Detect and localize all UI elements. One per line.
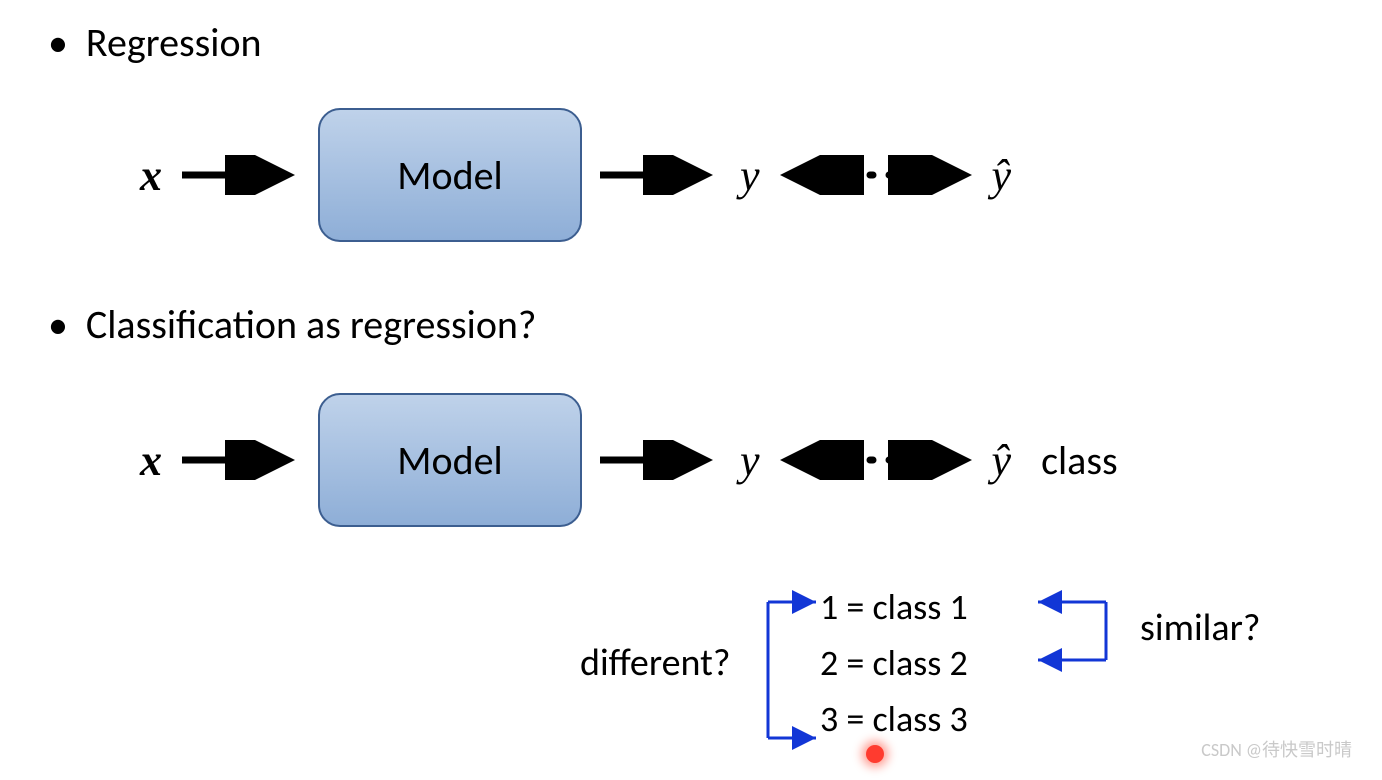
- bracket-different-icon: [750, 580, 830, 760]
- var-y-2: y: [740, 435, 760, 486]
- watermark-text: CSDN @待快雪时晴: [1201, 736, 1352, 762]
- class-mapping-list: 1 = class 1 2 = class 2 3 = class 3: [820, 580, 968, 747]
- bullet-regression-text: Regression: [86, 18, 262, 67]
- laser-pointer-icon: [866, 745, 884, 763]
- annotation-similar: similar?: [1140, 605, 1260, 651]
- bullet-classification: • Classification as regression?: [48, 300, 536, 349]
- bracket-similar-icon: [1020, 582, 1130, 692]
- double-dashed-arrow-icon: [776, 155, 976, 195]
- class-row-2: 2 = class 2: [820, 636, 968, 692]
- model-box: Model: [318, 393, 582, 527]
- double-dashed-arrow-icon: [776, 440, 976, 480]
- arrow-icon: [594, 155, 724, 195]
- var-x-2: x: [140, 435, 162, 486]
- model-label: Model: [397, 436, 502, 485]
- var-yhat-1: ŷ: [992, 150, 1012, 201]
- model-label: Model: [397, 151, 502, 200]
- bullet-regression: • Regression: [48, 18, 262, 67]
- class-label: class: [1041, 436, 1118, 485]
- model-box: Model: [318, 108, 582, 242]
- bullet-dot-icon: •: [48, 23, 68, 63]
- class-row-3: 3 = class 3: [820, 692, 968, 748]
- arrow-icon: [594, 440, 724, 480]
- var-yhat-2: ŷ: [992, 435, 1012, 486]
- arrow-icon: [176, 440, 306, 480]
- classification-flow: x Model y ŷ class: [140, 385, 1118, 535]
- arrow-icon: [176, 155, 306, 195]
- bullet-dot-icon: •: [48, 305, 68, 345]
- var-y-1: y: [740, 150, 760, 201]
- class-row-1: 1 = class 1: [820, 580, 968, 636]
- bullet-classification-text: Classification as regression?: [86, 300, 537, 349]
- regression-flow: x Model y ŷ: [140, 100, 1011, 250]
- annotation-different: different?: [580, 640, 730, 686]
- var-x-1: x: [140, 150, 162, 201]
